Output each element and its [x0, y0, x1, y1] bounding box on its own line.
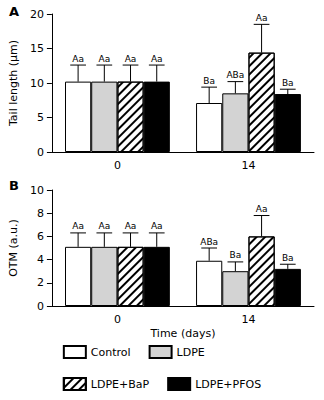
svg-text:Control: Control [91, 346, 131, 359]
svg-text:ABa: ABa [200, 237, 218, 247]
svg-text:Ba: Ba [282, 78, 294, 88]
svg-text:Aa: Aa [125, 221, 137, 231]
svg-text:LDPE+PFOS: LDPE+PFOS [195, 378, 261, 391]
svg-text:OTM (a.u.): OTM (a.u.) [7, 219, 20, 277]
svg-text:5: 5 [37, 111, 44, 124]
svg-text:Aa: Aa [72, 54, 84, 64]
svg-text:Ba: Ba [203, 76, 215, 86]
svg-text:14: 14 [241, 313, 255, 326]
svg-text:Tail length (µm): Tail length (µm) [7, 40, 20, 127]
svg-text:Aa: Aa [98, 221, 110, 231]
svg-text:Ba: Ba [230, 250, 242, 260]
svg-text:A: A [9, 4, 19, 19]
svg-text:4: 4 [37, 253, 44, 266]
svg-text:0: 0 [114, 159, 121, 172]
svg-text:Time (days): Time (days) [149, 327, 215, 340]
svg-text:2: 2 [37, 276, 44, 289]
svg-text:6: 6 [37, 230, 44, 243]
svg-text:0: 0 [114, 313, 121, 326]
svg-text:Aa: Aa [98, 54, 110, 64]
svg-text:Aa: Aa [125, 54, 137, 64]
svg-text:LDPE: LDPE [177, 346, 205, 359]
svg-text:8: 8 [37, 207, 44, 220]
svg-text:Aa: Aa [256, 13, 268, 23]
svg-text:ABa: ABa [226, 70, 244, 80]
svg-text:LDPE+BaP: LDPE+BaP [91, 378, 150, 391]
svg-text:B: B [9, 178, 19, 193]
svg-text:15: 15 [30, 42, 44, 55]
svg-text:0: 0 [37, 300, 44, 313]
svg-text:14: 14 [241, 159, 255, 172]
svg-text:Aa: Aa [151, 54, 163, 64]
svg-text:10: 10 [30, 77, 44, 90]
svg-text:Aa: Aa [256, 204, 268, 214]
svg-text:Aa: Aa [72, 221, 84, 231]
svg-text:10: 10 [30, 184, 44, 197]
svg-text:Aa: Aa [151, 221, 163, 231]
svg-text:Ba: Ba [282, 253, 294, 263]
svg-text:20: 20 [30, 8, 44, 21]
svg-text:0: 0 [37, 146, 44, 159]
